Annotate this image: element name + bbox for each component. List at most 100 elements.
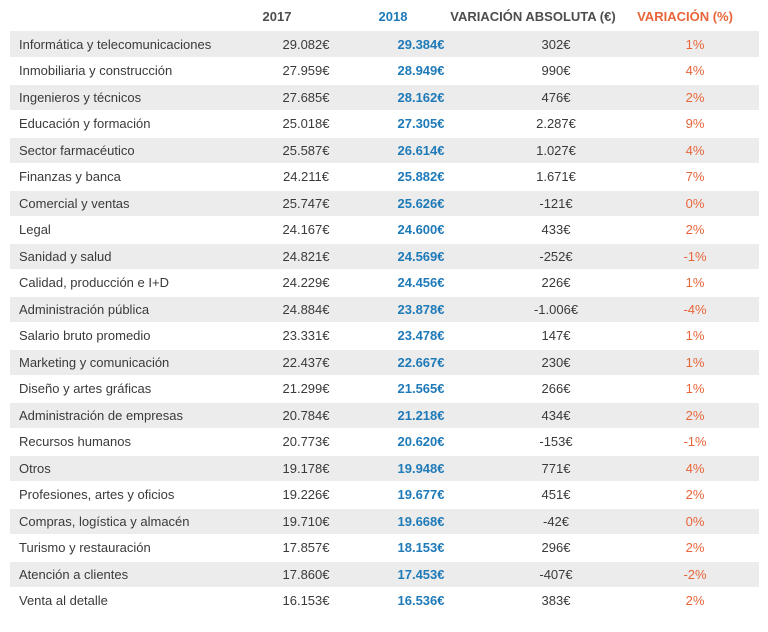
value-variacion-absoluta: 433€ [481, 216, 631, 244]
row-label: Administración de empresas [10, 402, 251, 429]
value-variacion-absoluta: 771€ [481, 455, 631, 482]
value-variacion-absoluta: 1.027€ [481, 137, 631, 164]
row-label: Compras, logística y almacén [10, 508, 251, 535]
value-2017: 27.685€ [251, 84, 361, 111]
table-row: Legal 24.167€ 24.600€ 433€ 2% [10, 216, 759, 244]
value-variacion-absoluta: -1.006€ [481, 296, 631, 323]
value-variacion-absoluta: 230€ [481, 349, 631, 376]
value-2017: 24.884€ [251, 296, 361, 323]
value-variacion-absoluta: -42€ [481, 508, 631, 535]
table-row: Calidad, producción e I+D 24.229€ 24.456€ 2… [10, 269, 759, 297]
value-2018: 25.626€ [361, 190, 481, 217]
value-2018: 19.948€ [361, 455, 481, 482]
value-variacion-absoluta: -153€ [481, 428, 631, 456]
value-variacion-absoluta: 2.287€ [481, 110, 631, 138]
value-2018: 28.949€ [361, 57, 481, 85]
value-variacion-porcentaje: 4% [631, 137, 759, 164]
value-variacion-absoluta: -407€ [481, 561, 631, 588]
row-label: Calidad, producción e I+D [10, 269, 251, 297]
table-row: Compras, logística y almacén 19.710€ 19.66… [10, 508, 759, 535]
value-variacion-porcentaje: 2% [631, 402, 759, 429]
value-variacion-porcentaje: 2% [631, 587, 759, 615]
value-2018: 29.384€ [361, 31, 481, 58]
value-2017: 27.959€ [251, 57, 361, 85]
table-row: Profesiones, artes y oficios 19.226€ 19.67… [10, 481, 759, 509]
row-label: Administración pública [10, 296, 251, 323]
value-2017: 19.226€ [251, 481, 361, 509]
value-2018: 24.456€ [361, 269, 481, 297]
value-variacion-porcentaje: 0% [631, 508, 759, 535]
value-variacion-absoluta: 383€ [481, 587, 631, 615]
row-label: Marketing y comunicación [10, 349, 251, 376]
value-2018: 27.305€ [361, 110, 481, 138]
row-label: Ingenieros y técnicos [10, 84, 251, 111]
value-2017: 20.784€ [251, 402, 361, 429]
table-row: Informática y telecomunicaciones 29.082€ 2… [10, 31, 759, 58]
table-row: Otros 19.178€ 19.948€ 771€ 4% [10, 455, 759, 482]
value-variacion-absoluta: 226€ [481, 269, 631, 297]
value-variacion-porcentaje: -4% [631, 296, 759, 323]
value-2018: 28.162€ [361, 84, 481, 111]
row-label: Turismo y restauración [10, 534, 251, 562]
salary-table: Informática y telecomunicaciones 29.082€ 2… [10, 31, 759, 615]
value-2018: 19.668€ [361, 508, 481, 535]
value-variacion-porcentaje: -1% [631, 428, 759, 456]
header-variacion-porcentaje: VARIACIÓN (%) [637, 9, 733, 24]
row-label: Finanzas y banca [10, 163, 251, 191]
value-variacion-porcentaje: 1% [631, 31, 759, 58]
table-row: Inmobiliaria y construcción 27.959€ 28.949… [10, 57, 759, 85]
value-2018: 24.569€ [361, 243, 481, 270]
value-variacion-absoluta: 451€ [481, 481, 631, 509]
value-2017: 24.167€ [251, 216, 361, 244]
value-variacion-absoluta: 476€ [481, 84, 631, 111]
value-2017: 24.821€ [251, 243, 361, 270]
value-variacion-porcentaje: 7% [631, 163, 759, 191]
row-label: Educación y formación [10, 110, 251, 138]
value-2017: 19.178€ [251, 455, 361, 482]
value-2017: 21.299€ [251, 375, 361, 403]
value-variacion-porcentaje: 1% [631, 322, 759, 350]
value-2017: 25.587€ [251, 137, 361, 164]
row-label: Diseño y artes gráficas [10, 375, 251, 403]
value-variacion-porcentaje: 2% [631, 534, 759, 562]
row-label: Recursos humanos [10, 428, 251, 456]
value-variacion-absoluta: 1.671€ [481, 163, 631, 191]
value-2018: 21.565€ [361, 375, 481, 403]
value-variacion-absoluta: -121€ [481, 190, 631, 217]
table-row: Administración pública 24.884€ 23.878€ -1.0… [10, 296, 759, 323]
header-variacion-absoluta: VARIACIÓN ABSOLUTA (€) [450, 9, 616, 24]
value-variacion-porcentaje: 2% [631, 216, 759, 244]
table-row: Atención a clientes 17.860€ 17.453€ -407€ -2… [10, 561, 759, 588]
value-variacion-porcentaje: 9% [631, 110, 759, 138]
table-row: Administración de empresas 20.784€ 21.218€… [10, 402, 759, 429]
value-variacion-porcentaje: 4% [631, 57, 759, 85]
value-variacion-absoluta: 147€ [481, 322, 631, 350]
row-label: Sanidad y salud [10, 243, 251, 270]
row-label: Informática y telecomunicaciones [10, 31, 251, 58]
table-row: Educación y formación 25.018€ 27.305€ 2.287… [10, 110, 759, 138]
value-variacion-porcentaje: 0% [631, 190, 759, 217]
row-label: Comercial y ventas [10, 190, 251, 217]
value-2017: 17.860€ [251, 561, 361, 588]
row-label: Inmobiliaria y construcción [10, 57, 251, 85]
value-2018: 24.600€ [361, 216, 481, 244]
table-row: Comercial y ventas 25.747€ 25.626€ -121€ 0% [10, 190, 759, 217]
value-2018: 22.667€ [361, 349, 481, 376]
value-variacion-absoluta: -252€ [481, 243, 631, 270]
table-row: Diseño y artes gráficas 21.299€ 21.565€ 266… [10, 375, 759, 403]
value-2017: 16.153€ [251, 587, 361, 615]
value-variacion-absoluta: 434€ [481, 402, 631, 429]
value-variacion-porcentaje: 2% [631, 84, 759, 111]
value-variacion-porcentaje: 1% [631, 375, 759, 403]
value-2017: 25.747€ [251, 190, 361, 217]
table-row: Sector farmacéutico 25.587€ 26.614€ 1.027€ 4… [10, 137, 759, 164]
row-label: Salario bruto promedio [10, 322, 251, 350]
row-label: Legal [10, 216, 251, 244]
value-2017: 24.211€ [251, 163, 361, 191]
row-label: Otros [10, 455, 251, 482]
value-2018: 18.153€ [361, 534, 481, 562]
table-row: Turismo y restauración 17.857€ 18.153€ 296€… [10, 534, 759, 562]
value-2018: 20.620€ [361, 428, 481, 456]
header-2018: 2018 [378, 9, 408, 24]
